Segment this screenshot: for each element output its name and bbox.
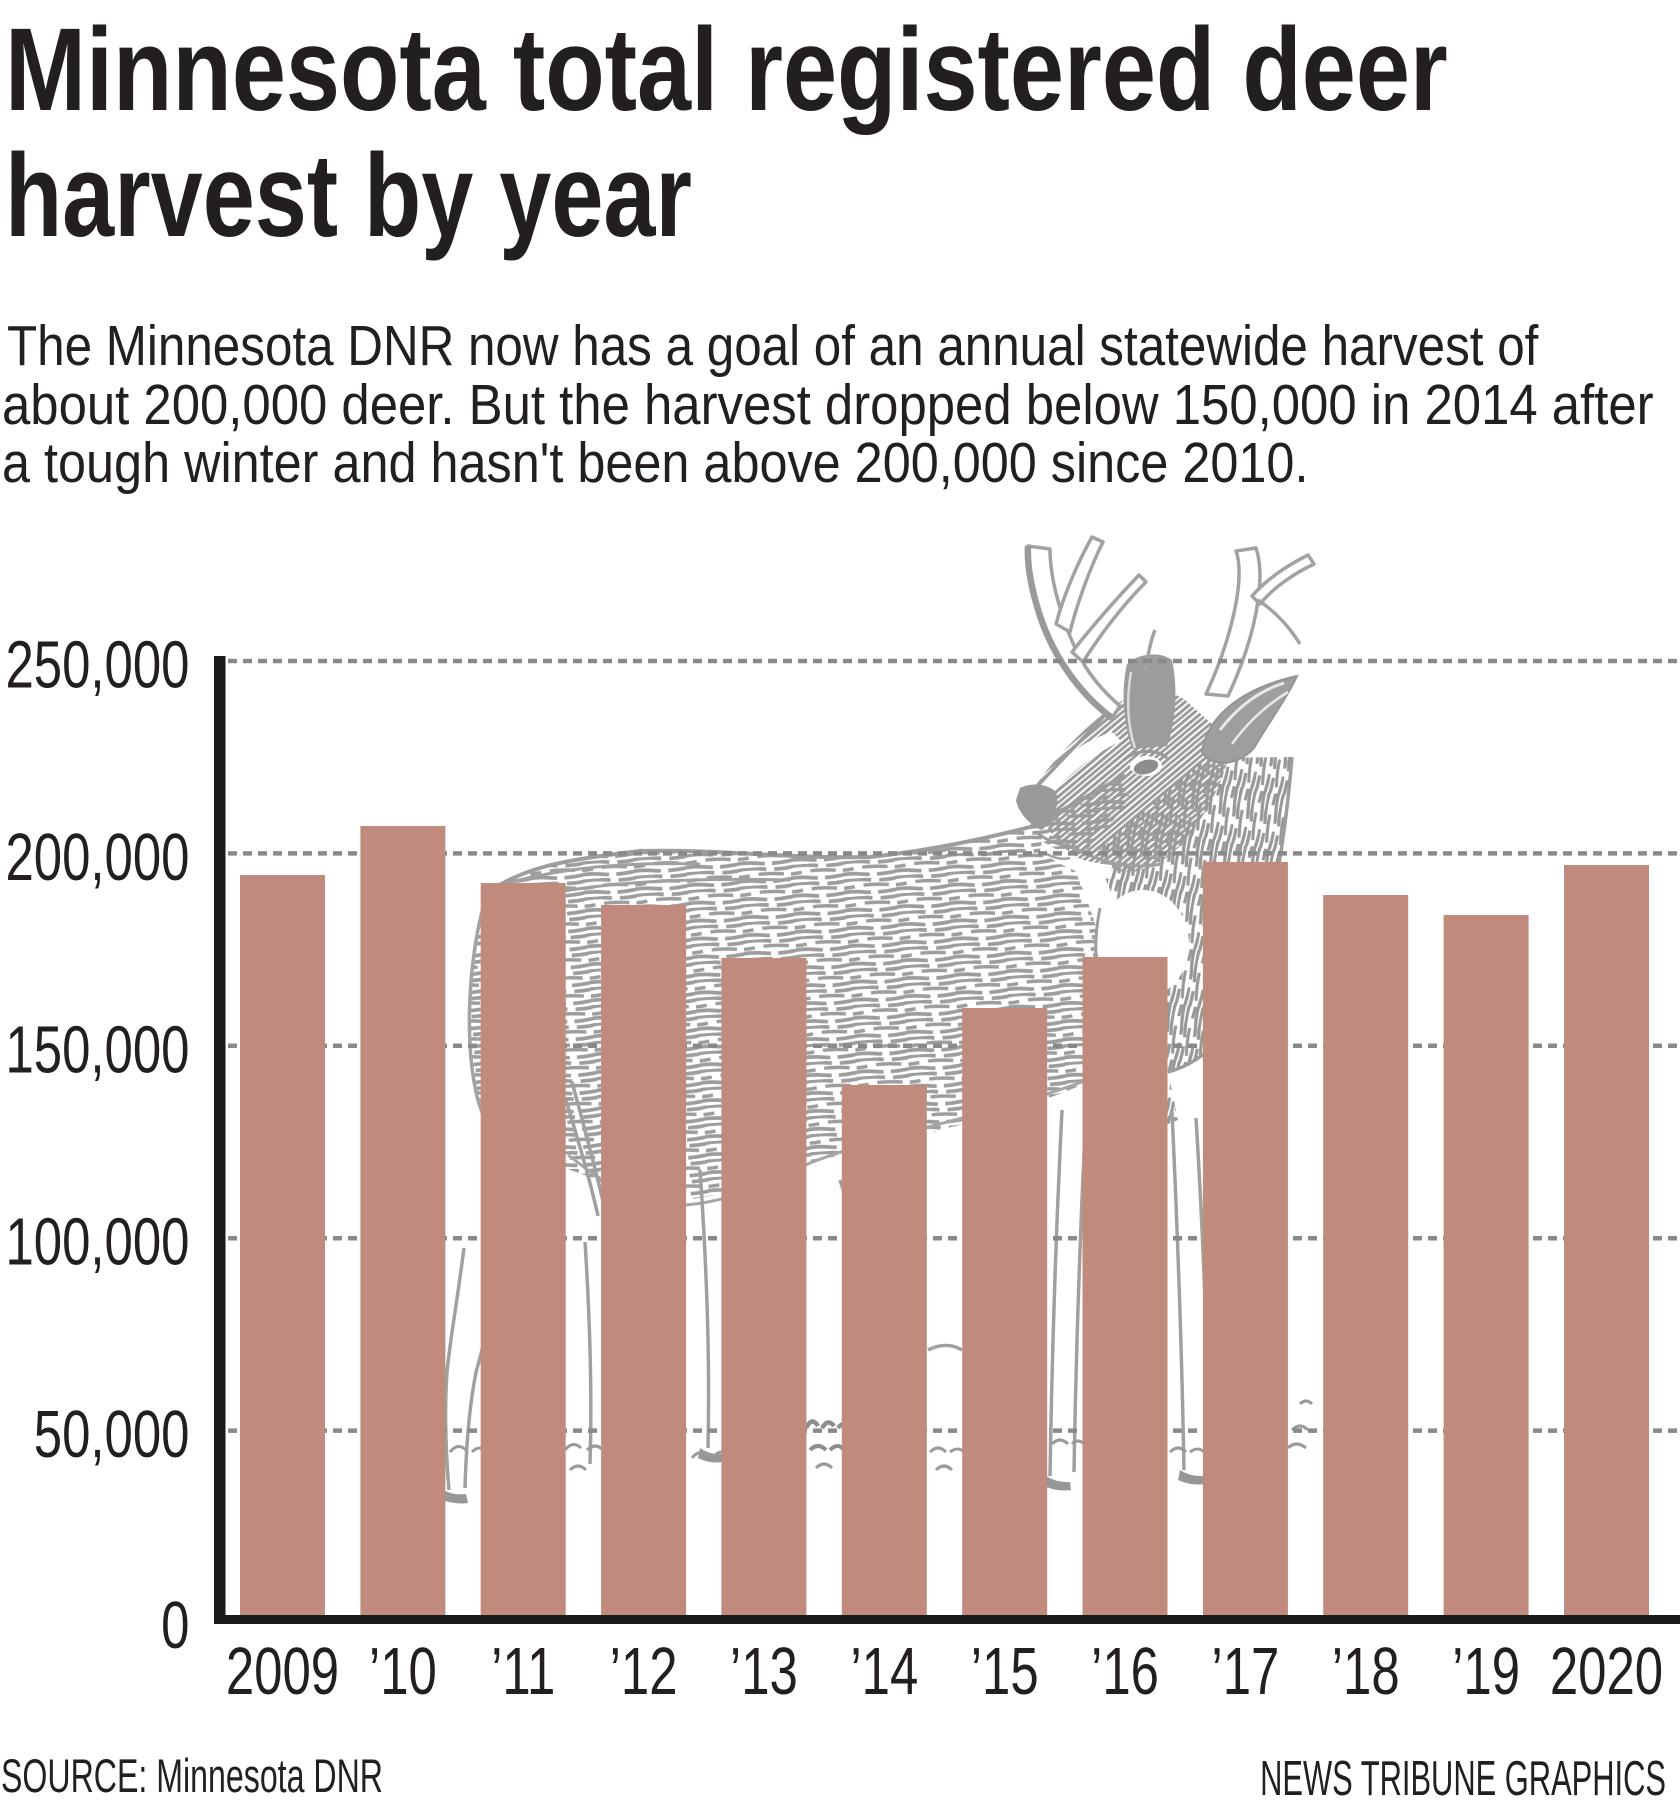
- svg-text:a tough winter and hasn't been: a tough winter and hasn't been above 200…: [2, 431, 1308, 495]
- svg-text:’18: ’18: [1332, 1633, 1400, 1708]
- svg-text:2009: 2009: [226, 1633, 339, 1708]
- svg-text:Minnesota total registered dee: Minnesota total registered deer: [5, 3, 1448, 135]
- svg-text:250,000: 250,000: [5, 627, 189, 702]
- svg-text:’19: ’19: [1452, 1633, 1520, 1708]
- svg-text:about 200,000 deer. But the ha: about 200,000 deer. But the harvest drop…: [2, 373, 1654, 436]
- svg-text:’17: ’17: [1211, 1633, 1279, 1708]
- svg-text:0: 0: [161, 1587, 189, 1662]
- svg-text:’16: ’16: [1091, 1633, 1159, 1708]
- svg-text:The Minnesota DNR now has a go: The Minnesota DNR now has a goal of an a…: [7, 315, 1539, 378]
- svg-text:’13: ’13: [730, 1633, 798, 1708]
- svg-text:’12: ’12: [610, 1633, 678, 1708]
- svg-text:SOURCE: Minnesota DNR: SOURCE: Minnesota DNR: [1, 1750, 383, 1803]
- svg-text:’15: ’15: [971, 1633, 1039, 1708]
- svg-text:50,000: 50,000: [34, 1396, 190, 1471]
- svg-text:2020: 2020: [1550, 1633, 1663, 1708]
- svg-text:’10: ’10: [369, 1633, 437, 1708]
- svg-text:NEWS TRIBUNE GRAPHICS: NEWS TRIBUNE GRAPHICS: [1260, 1751, 1666, 1806]
- svg-text:harvest by year: harvest by year: [5, 130, 692, 262]
- svg-text:’14: ’14: [850, 1633, 918, 1708]
- svg-text:150,000: 150,000: [5, 1011, 189, 1086]
- svg-text:100,000: 100,000: [5, 1204, 189, 1279]
- svg-text:’11: ’11: [491, 1633, 555, 1708]
- svg-text:200,000: 200,000: [5, 819, 189, 894]
